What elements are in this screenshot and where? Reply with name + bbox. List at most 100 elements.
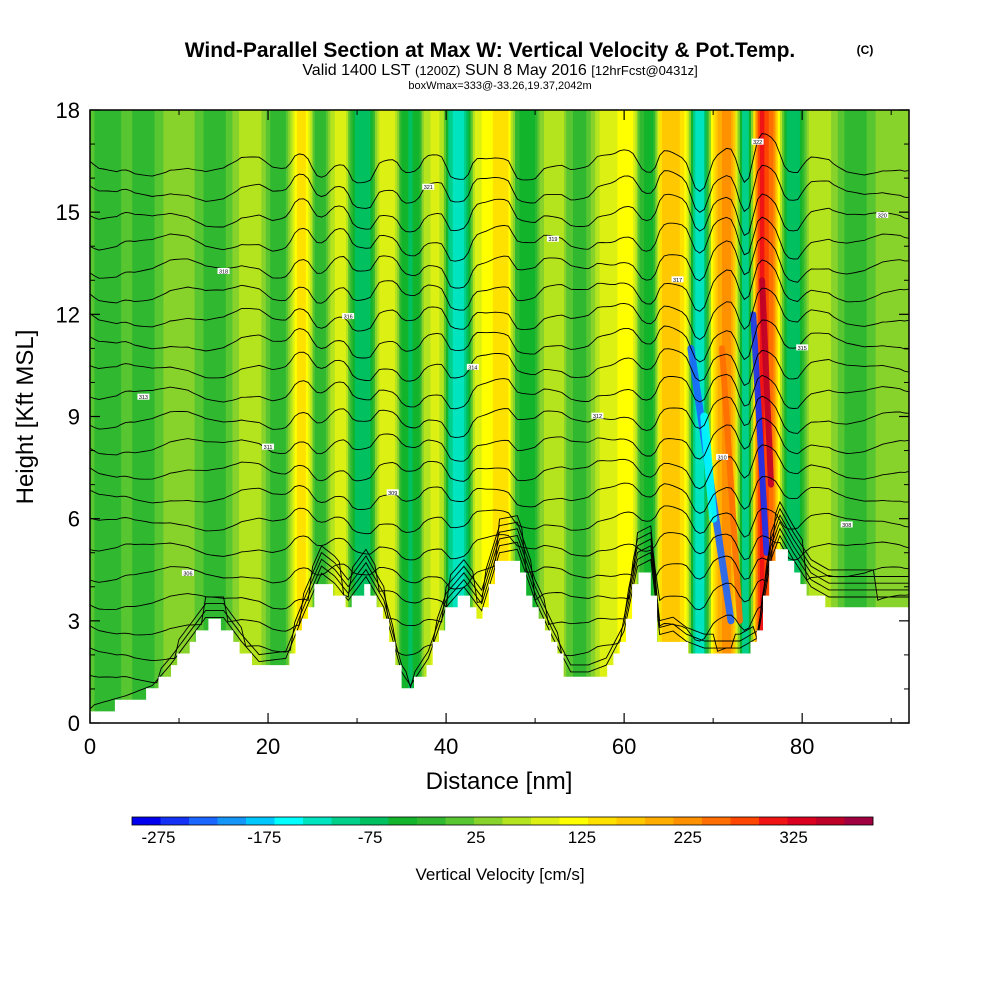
theta-contour: [90, 259, 909, 312]
colorbar-tick-label: 25: [467, 828, 486, 847]
velocity-column: [604, 110, 607, 723]
velocity-column: [517, 110, 521, 723]
velocity-column: [862, 110, 866, 723]
velocity-column: [268, 110, 271, 723]
velocity-column: [357, 110, 360, 723]
terrain-fill: [90, 549, 909, 723]
velocity-column: [136, 110, 140, 723]
velocity-column: [846, 110, 850, 723]
velocity-column: [637, 110, 641, 723]
y-tick-label: 0: [68, 711, 80, 736]
theta-contour: [90, 534, 909, 710]
theta-contour: [90, 532, 909, 561]
velocity-column: [459, 110, 463, 723]
colorbar-tick-label: -75: [358, 828, 383, 847]
theta-contour: [90, 476, 909, 514]
theta-contour: [90, 505, 909, 538]
velocity-column: [299, 110, 303, 723]
velocity-column: [893, 110, 897, 723]
colorbar-swatch: [844, 817, 874, 825]
velocity-column: [403, 110, 407, 723]
velocity-column: [882, 110, 886, 723]
contour-label: 306: [181, 569, 194, 577]
contour-label: 322: [751, 138, 764, 146]
velocity-column: [742, 110, 745, 723]
velocity-column: [379, 110, 383, 723]
velocity-column: [276, 110, 280, 723]
velocity-column: [791, 110, 794, 723]
velocity-column: [170, 110, 173, 723]
colorbar-swatch: [331, 817, 361, 825]
velocity-column: [733, 110, 737, 723]
contour-label: 312: [591, 412, 604, 420]
velocity-column: [537, 110, 541, 723]
velocity-column: [203, 110, 207, 723]
velocity-column: [681, 110, 685, 723]
x-tick-label: 80: [790, 734, 814, 759]
velocity-column: [588, 110, 592, 723]
velocity-core: [719, 345, 743, 624]
contour-label-text: 313: [139, 395, 148, 401]
velocity-core: [750, 311, 770, 556]
velocity-column: [305, 110, 309, 723]
velocity-column: [472, 110, 476, 723]
velocity-column: [833, 110, 837, 723]
velocity-column: [141, 110, 145, 723]
velocity-column: [668, 110, 672, 723]
velocity-column: [183, 110, 187, 723]
theta-contour: [90, 395, 909, 438]
velocity-column: [294, 110, 298, 723]
velocity-column: [817, 110, 821, 723]
velocity-column: [666, 110, 670, 723]
colorbar-swatch: [360, 817, 389, 825]
y-tick-label: 6: [68, 507, 80, 532]
velocity-column: [575, 110, 578, 723]
velocity-column: [490, 110, 494, 723]
contour-label: 319: [546, 235, 559, 243]
velocity-column: [492, 110, 496, 723]
velocity-column: [686, 110, 690, 723]
velocity-column: [161, 110, 165, 723]
velocity-column: [332, 110, 336, 723]
velocity-column: [223, 110, 227, 723]
velocity-column: [641, 110, 645, 723]
velocity-column: [561, 110, 565, 723]
velocity-column: [352, 110, 356, 723]
velocity-column: [406, 110, 409, 723]
velocity-column: [557, 110, 561, 723]
velocity-column: [123, 110, 127, 723]
velocity-column: [368, 110, 372, 723]
velocity-column: [121, 110, 124, 723]
chart-subtitle-valid: Valid 1400 LST (1200Z) SUN 8 May 2016 [1…: [302, 62, 697, 79]
velocity-column: [688, 110, 692, 723]
velocity-column: [401, 110, 405, 723]
velocity-column: [296, 110, 300, 723]
velocity-column: [397, 110, 400, 723]
velocity-column: [488, 110, 492, 723]
velocity-column: [181, 110, 185, 723]
velocity-column: [722, 110, 725, 723]
contour-label: 309: [386, 489, 399, 497]
velocity-column: [819, 110, 823, 723]
contour-label-text: 318: [219, 270, 228, 276]
velocity-column: [871, 110, 874, 723]
velocity-column: [719, 110, 723, 723]
velocity-column: [308, 110, 311, 723]
velocity-column: [546, 110, 550, 723]
velocity-column: [285, 110, 289, 723]
velocity-column: [860, 110, 863, 723]
velocity-column: [684, 110, 688, 723]
velocity-column: [530, 110, 534, 723]
contour-label: 308: [840, 521, 853, 529]
velocity-column: [454, 110, 458, 723]
contour-label: 317: [671, 276, 684, 284]
velocity-column: [158, 110, 162, 723]
velocity-column: [673, 110, 676, 723]
velocity-column: [303, 110, 307, 723]
theta-contour: [90, 319, 909, 363]
velocity-column: [521, 110, 525, 723]
velocity-column: [239, 110, 242, 723]
velocity-column: [167, 110, 171, 723]
velocity-column: [354, 110, 358, 723]
